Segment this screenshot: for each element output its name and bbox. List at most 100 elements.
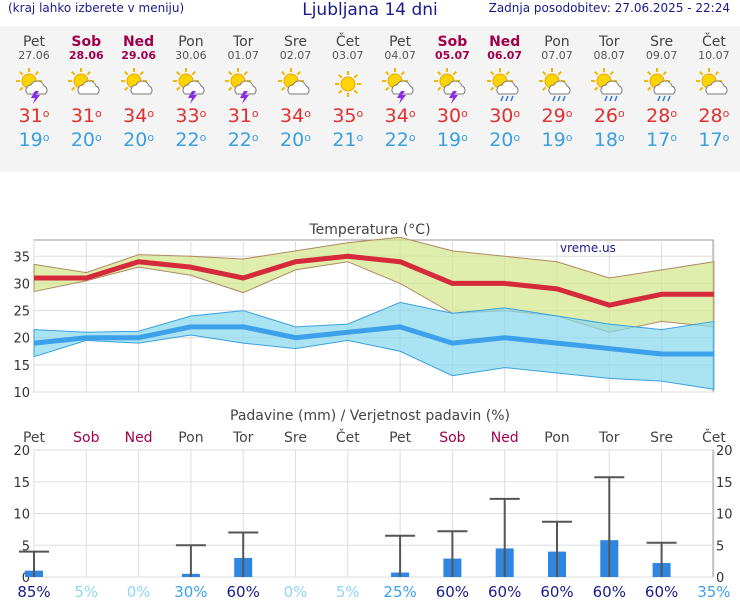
y-tick-label: 10 [13,386,30,401]
sun-cloud-rain-icon [583,64,635,104]
probability-label: 0% [127,583,151,600]
temp-max: 30o [436,105,468,127]
day-column[interactable]: Sre 02.07 34o 20o [270,26,322,152]
y-tick-label: 0 [22,571,30,586]
temp-max: 31o [18,105,50,127]
x-tick-label: Sob [439,430,465,446]
y-tick-label: 15 [13,359,30,374]
temp-min: 21o [332,129,364,151]
x-tick-label: Pet [389,430,412,446]
temp-max: 28o [646,105,678,127]
x-tick-label: Pet [23,430,46,446]
probability-label: 60% [540,583,573,600]
sun-thunder-icon [165,64,217,104]
probability-label: 30% [174,583,207,600]
day-date: 06.07 [487,49,523,62]
chart-title: Padavine (mm) / Verjetnost padavin (%) [230,408,510,424]
x-tick-label: Sre [284,430,307,446]
day-name: Ned [122,34,155,50]
temp-max: 35o [332,105,364,127]
y-tick-label-right: 0 [716,571,724,586]
day-name: Ned [489,34,521,50]
day-column[interactable]: Čet 10.07 28o 17o [688,26,740,152]
day-column[interactable]: Pon 07.07 29o 19o [531,26,583,152]
day-date: 27.06 [18,49,50,62]
sun-thunder-icon [426,64,478,104]
y-tick-label: 25 [13,305,30,320]
day-name: Sre [650,34,674,50]
precipitation-chart: Padavine (mm) / Verjetnost padavin (%) Pe… [13,408,733,600]
sun-thunder-icon [374,64,426,104]
sun-icon [322,64,374,104]
temp-min: 22o [384,129,416,151]
day-column[interactable]: Pet 04.07 34o 22o [374,26,426,152]
chart-title: Temperatura (°C) [308,222,430,238]
day-name: Pet [389,34,412,50]
x-tick-label: Sob [73,430,99,446]
temp-min: 19o [436,129,468,151]
day-column[interactable]: Ned 06.07 30o 20o [479,26,531,152]
temp-min: 22o [227,129,259,151]
probability-label: 60% [593,583,626,600]
day-name: Pet [22,34,46,50]
x-tick-label: Ned [491,430,519,446]
day-name: Tor [599,34,620,50]
day-name: Sre [284,34,307,50]
temp-max: 31o [227,105,259,127]
x-tick-label: Ned [125,430,153,446]
temp-min: 22o [175,129,207,151]
temp-min: 20o [70,129,102,151]
day-column[interactable]: Čet 03.07 35o 21o [322,26,374,152]
day-column[interactable]: Sob 28.06 31o 20o [60,26,112,152]
y-tick-label-right: 15 [716,476,733,491]
day-column[interactable]: Tor 08.07 26o 18o [583,26,635,152]
day-column[interactable]: Pon 30.06 33o 22o [165,26,217,152]
temp-max: 29o [541,105,573,127]
temp-min: 19o [541,129,573,151]
day-date: 29.06 [121,49,156,62]
day-column[interactable]: Ned 29.06 34o 20o [113,26,165,152]
y-tick-label: 20 [13,444,30,459]
temp-min: 19o [18,129,50,151]
day-column[interactable]: Tor 01.07 31o 22o [217,26,269,152]
day-date: 02.07 [279,49,312,62]
location-hint[interactable]: (kraj lahko izberete v meniju) [8,1,185,15]
sun-cloud-rain-icon [531,64,583,104]
day-column[interactable]: Sob 05.07 30o 19o [426,26,478,152]
day-column[interactable]: Sre 09.07 28o 17o [636,26,688,152]
y-tick-label-right: 20 [716,444,733,459]
day-name: Sob [437,34,468,50]
x-tick-label: Pon [178,430,203,446]
temp-max: 30o [489,105,521,127]
sun-cloud-rain-icon [479,64,531,104]
last-update: Zadnja posodobitev: 27.06.2025 - 22:24 [488,1,730,15]
probability-label: 25% [383,583,416,600]
probability-label: 35% [697,583,730,600]
x-tick-label: Čet [702,428,726,446]
day-date: 04.07 [384,49,416,62]
x-tick-label: Tor [232,430,254,446]
temp-min: 20o [280,129,311,151]
x-tick-label: Čet [336,428,360,446]
temp-min: 17o [698,129,730,151]
temp-min: 18o [593,129,625,151]
day-name: Čet [701,34,726,50]
probability-label: 60% [645,583,678,600]
temperature-chart: Temperatura (°C) 10 15 20 25 30 35 vreme.us [13,222,715,401]
min-temp-line [33,324,714,357]
temp-min: 17o [646,129,678,151]
probability-label: 60% [436,583,469,600]
temp-max: 34o [384,105,416,127]
temp-min: 20o [489,129,521,151]
day-column[interactable]: Pet 27.06 31o 19o [8,26,60,152]
probability-label: 85% [17,583,50,600]
probability-label: 60% [227,583,260,600]
day-date: 08.07 [593,49,626,62]
x-tick-label: Sre [650,430,673,446]
probability-label: 0% [284,583,308,600]
sun-cloud-rain-icon [636,64,688,104]
day-name: Čet [335,34,360,50]
temp-max: 28o [698,105,730,127]
day-date: 28.06 [68,49,104,62]
sun-thunder-icon [217,64,269,104]
